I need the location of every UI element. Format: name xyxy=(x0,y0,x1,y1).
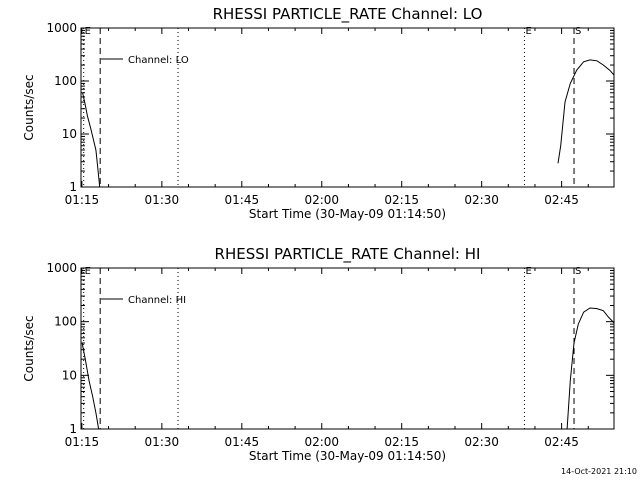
x-tick-label: 01:15 xyxy=(65,435,100,449)
x-tick-label: 01:45 xyxy=(225,435,260,449)
x-tick-label: 02:00 xyxy=(304,435,339,449)
timestamp-label: 14-Oct-2021 21:10 xyxy=(561,467,637,476)
x-tick-label: 02:15 xyxy=(384,435,419,449)
series-line-segment xyxy=(82,92,101,187)
marker-label: E xyxy=(525,26,531,37)
x-tick-label: 02:30 xyxy=(464,435,499,449)
x-tick-label: 02:00 xyxy=(304,193,339,207)
panel-hi: RHESSI PARTICLE_RATE Channel: HI 01:15 01:… xyxy=(22,245,615,463)
marker-label: E xyxy=(85,26,91,37)
series-line-segment xyxy=(566,307,614,429)
y-axis-label: Counts/sec xyxy=(22,315,36,381)
y-tick-label: 1 xyxy=(69,422,77,436)
y-tick-label: 100 xyxy=(54,315,77,329)
legend-label: Channel: HI xyxy=(128,295,186,306)
x-axis-label: Start Time (30-May-09 01:14:50) xyxy=(249,207,446,221)
y-tick-label: 1 xyxy=(69,180,77,194)
x-tick-label: 01:30 xyxy=(145,435,180,449)
y-axis-label: Counts/sec xyxy=(22,74,36,140)
marker-label: S xyxy=(575,266,581,277)
plot-frame xyxy=(80,267,615,430)
chart-title: RHESSI PARTICLE_RATE Channel: LO xyxy=(213,5,483,24)
y-tick-label: 10 xyxy=(62,368,77,382)
marker-label: E xyxy=(85,266,91,277)
legend-label: Channel: LO xyxy=(128,55,189,66)
series-line-segment xyxy=(557,59,614,164)
chart-title: RHESSI PARTICLE_RATE Channel: HI xyxy=(215,245,481,264)
x-tick-label: 01:30 xyxy=(145,193,180,207)
x-tick-label: 01:45 xyxy=(225,193,260,207)
marker-label: E xyxy=(525,266,531,277)
y-tick-label: 10 xyxy=(62,127,77,141)
x-axis-label: Start Time (30-May-09 01:14:50) xyxy=(249,449,446,463)
y-tick-label: 1000 xyxy=(46,261,77,275)
x-tick-label: 02:30 xyxy=(464,193,499,207)
x-tick-label: 02:45 xyxy=(544,193,579,207)
x-tick-label: 01:15 xyxy=(65,193,100,207)
y-tick-label: 100 xyxy=(54,74,77,88)
panel-lo: RHESSI PARTICLE_RATE Channel: LO 01:15 01:… xyxy=(22,5,615,221)
marker-label: S xyxy=(575,26,581,37)
x-tick-label: 02:45 xyxy=(544,435,579,449)
y-tick-label: 1000 xyxy=(46,21,77,35)
plot-frame xyxy=(80,27,615,188)
series-line-segment xyxy=(81,342,100,429)
x-tick-label: 02:15 xyxy=(384,193,419,207)
